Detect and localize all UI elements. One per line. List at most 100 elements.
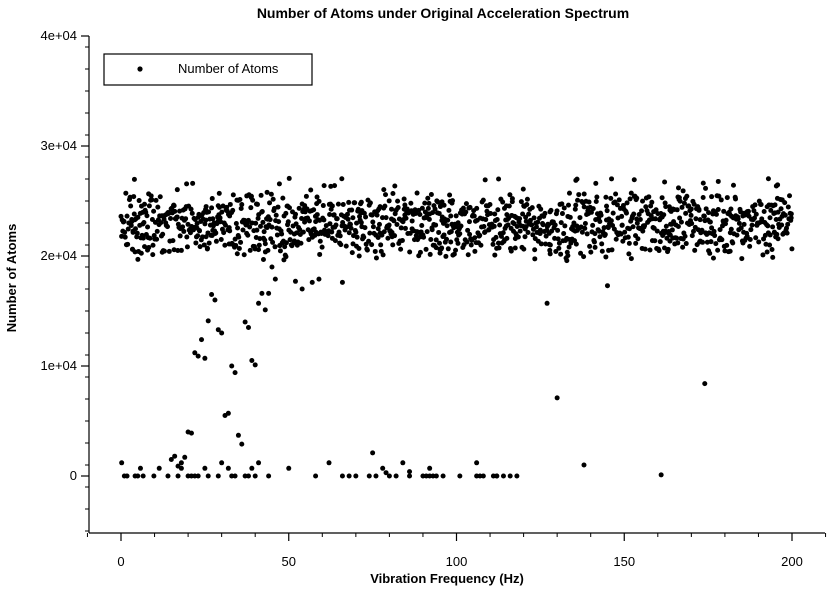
data-point bbox=[707, 219, 713, 225]
data-point bbox=[240, 227, 246, 233]
data-point bbox=[445, 246, 451, 252]
data-point bbox=[693, 216, 699, 222]
data-point bbox=[507, 192, 513, 198]
data-point bbox=[177, 233, 183, 239]
data-point bbox=[227, 201, 233, 207]
data-point bbox=[331, 212, 337, 218]
data-point bbox=[447, 192, 453, 198]
data-point bbox=[399, 238, 405, 244]
data-point bbox=[715, 206, 721, 212]
data-point bbox=[311, 207, 317, 213]
data-point bbox=[441, 202, 447, 208]
data-point bbox=[272, 276, 278, 282]
data-point bbox=[573, 202, 579, 208]
data-point bbox=[266, 473, 272, 479]
data-point bbox=[249, 358, 255, 363]
data-point bbox=[395, 205, 401, 211]
data-point bbox=[537, 227, 543, 233]
data-point bbox=[520, 186, 526, 192]
data-point bbox=[195, 473, 201, 479]
data-point bbox=[443, 253, 449, 259]
data-point bbox=[774, 231, 780, 237]
data-point bbox=[200, 234, 206, 240]
data-point bbox=[547, 242, 553, 248]
data-point bbox=[487, 202, 493, 208]
data-point bbox=[275, 204, 281, 210]
data-point bbox=[197, 244, 203, 250]
data-point bbox=[283, 254, 289, 260]
data-point bbox=[659, 195, 665, 201]
data-point bbox=[154, 236, 160, 242]
data-point bbox=[235, 225, 241, 231]
data-point bbox=[558, 220, 564, 226]
data-point bbox=[675, 185, 681, 191]
data-point bbox=[567, 214, 573, 220]
data-point bbox=[386, 222, 392, 228]
data-point bbox=[690, 228, 696, 234]
data-point bbox=[250, 197, 256, 203]
data-point bbox=[150, 252, 156, 258]
data-point bbox=[662, 179, 668, 185]
data-point bbox=[526, 211, 532, 217]
data-point bbox=[493, 234, 499, 240]
data-point bbox=[587, 243, 593, 249]
data-point bbox=[715, 247, 721, 253]
data-point bbox=[787, 193, 793, 199]
data-point bbox=[522, 234, 528, 240]
data-point bbox=[703, 185, 709, 191]
data-point bbox=[195, 353, 201, 359]
data-point bbox=[524, 202, 530, 208]
data-point bbox=[538, 241, 544, 247]
data-point bbox=[712, 233, 718, 239]
data-point bbox=[203, 217, 209, 223]
data-point bbox=[329, 235, 335, 241]
data-point bbox=[609, 176, 615, 182]
data-point bbox=[566, 244, 572, 250]
data-point bbox=[267, 217, 273, 223]
data-point bbox=[376, 221, 382, 227]
data-point bbox=[435, 199, 441, 205]
data-point bbox=[734, 232, 740, 238]
data-point bbox=[205, 318, 211, 324]
data-point bbox=[616, 197, 622, 203]
data-point bbox=[245, 325, 251, 330]
data-point bbox=[170, 238, 176, 244]
data-point bbox=[613, 191, 619, 197]
data-point bbox=[639, 208, 645, 214]
data-point bbox=[628, 256, 634, 262]
data-point bbox=[235, 432, 241, 438]
data-point bbox=[566, 190, 572, 196]
data-point bbox=[634, 216, 640, 222]
data-point bbox=[293, 221, 299, 227]
data-point bbox=[500, 473, 506, 479]
data-point bbox=[193, 240, 199, 246]
data-point bbox=[680, 188, 686, 194]
y-tick-label: 2e+04 bbox=[40, 248, 77, 263]
y-axis-label: Number of Atoms bbox=[4, 224, 19, 333]
data-point bbox=[258, 192, 264, 198]
data-point bbox=[128, 222, 134, 228]
data-point bbox=[279, 231, 285, 237]
data-point bbox=[314, 212, 320, 218]
data-point bbox=[675, 240, 681, 246]
data-point bbox=[789, 246, 795, 252]
data-point bbox=[688, 206, 694, 212]
data-point bbox=[483, 217, 489, 223]
data-point bbox=[292, 278, 298, 284]
data-point bbox=[465, 227, 471, 233]
data-point bbox=[270, 196, 276, 202]
y-tick-label: 1e+04 bbox=[40, 358, 77, 373]
data-point bbox=[608, 218, 614, 224]
data-point bbox=[466, 219, 472, 225]
data-point bbox=[624, 200, 630, 206]
data-point bbox=[748, 227, 754, 233]
data-point bbox=[457, 231, 463, 237]
data-point bbox=[634, 220, 640, 226]
data-point bbox=[738, 225, 744, 231]
data-point bbox=[403, 215, 409, 221]
data-point bbox=[254, 201, 260, 207]
data-point bbox=[653, 207, 659, 213]
data-point bbox=[233, 242, 239, 248]
data-point bbox=[674, 235, 680, 241]
data-point bbox=[349, 207, 355, 213]
